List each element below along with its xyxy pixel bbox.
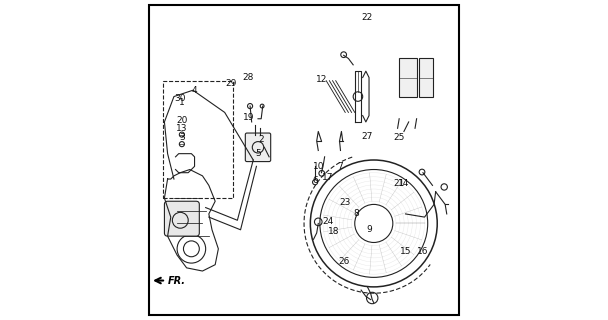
Text: 9: 9: [366, 225, 372, 234]
Text: 29: 29: [226, 79, 237, 88]
Bar: [419, 59, 433, 97]
FancyBboxPatch shape: [245, 133, 271, 162]
Text: 6: 6: [313, 176, 318, 185]
Text: 8: 8: [353, 209, 359, 219]
FancyBboxPatch shape: [164, 201, 199, 236]
Text: 23: 23: [339, 198, 351, 207]
Text: 24: 24: [322, 217, 333, 226]
Text: 14: 14: [398, 179, 410, 188]
Bar: [399, 59, 416, 97]
Text: 17: 17: [322, 173, 334, 182]
Text: 13: 13: [176, 124, 188, 133]
Text: 21: 21: [393, 179, 405, 188]
Text: 20: 20: [176, 116, 187, 125]
Text: 27: 27: [362, 132, 373, 141]
Text: 1: 1: [179, 99, 185, 108]
Bar: [163, 81, 233, 198]
Text: 30: 30: [174, 94, 186, 103]
Text: 25: 25: [393, 133, 405, 142]
Text: 12: 12: [316, 75, 327, 84]
Text: 19: 19: [243, 113, 254, 122]
Text: 15: 15: [400, 247, 411, 257]
Text: 16: 16: [417, 247, 429, 257]
Text: 22: 22: [362, 13, 373, 22]
Text: 28: 28: [243, 73, 254, 82]
Text: 5: 5: [255, 149, 261, 158]
Text: 7: 7: [337, 162, 344, 171]
Text: 3: 3: [179, 133, 185, 142]
Text: 26: 26: [338, 257, 350, 266]
Text: 2: 2: [258, 135, 264, 144]
Text: 4: 4: [192, 86, 198, 95]
Text: 10: 10: [313, 162, 324, 171]
Text: 18: 18: [328, 227, 340, 236]
Text: FR.: FR.: [168, 276, 185, 285]
